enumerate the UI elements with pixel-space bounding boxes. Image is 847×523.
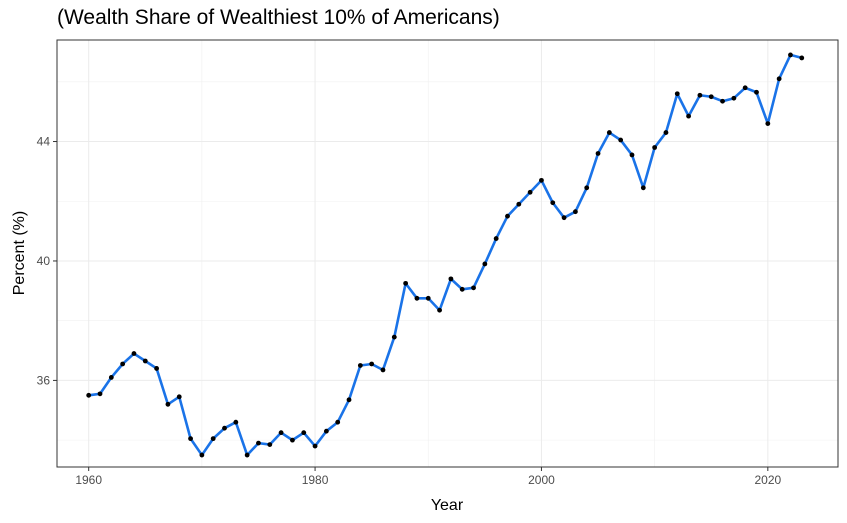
data-point xyxy=(697,92,703,98)
data-point xyxy=(595,151,601,156)
data-point xyxy=(233,419,239,425)
data-point xyxy=(618,137,624,143)
data-point xyxy=(493,236,499,241)
axis-ticks: 1960 1980 2000 2020 36 40 44 xyxy=(37,135,782,487)
data-point xyxy=(629,152,635,158)
y-tick-label: 40 xyxy=(37,254,51,268)
data-point xyxy=(278,430,284,436)
data-point xyxy=(561,215,567,221)
data-point xyxy=(584,185,590,191)
data-point xyxy=(505,213,510,219)
data-point xyxy=(731,95,737,101)
y-tick-label: 44 xyxy=(37,135,51,149)
data-point xyxy=(380,367,386,373)
plot-panel-border xyxy=(56,39,839,468)
y-axis-title: Percent (%) xyxy=(11,211,28,295)
data-point xyxy=(391,334,397,340)
data-point xyxy=(776,76,782,82)
data-point xyxy=(720,98,725,104)
data-point xyxy=(301,430,307,436)
data-point xyxy=(652,145,658,150)
data-point xyxy=(437,307,442,313)
data-point xyxy=(290,437,295,443)
data-point xyxy=(686,113,691,119)
data-point xyxy=(176,394,182,400)
data-point xyxy=(708,94,714,100)
data-series xyxy=(86,52,805,458)
data-point xyxy=(199,452,205,458)
data-point xyxy=(222,425,227,431)
data-point xyxy=(674,91,680,97)
data-point xyxy=(244,452,250,458)
data-point xyxy=(108,375,114,380)
y-tick-label: 36 xyxy=(37,373,51,387)
x-tick-label: 2000 xyxy=(528,473,555,487)
data-point xyxy=(142,358,148,364)
data-point xyxy=(640,185,646,191)
data-point xyxy=(448,276,454,282)
data-point xyxy=(131,351,137,356)
x-tick-label: 1960 xyxy=(75,473,102,487)
data-point xyxy=(527,189,533,195)
data-point xyxy=(369,361,375,367)
data-point xyxy=(425,295,431,301)
data-point xyxy=(188,436,193,442)
data-point xyxy=(482,261,488,267)
chart-title: (Wealth Share of Wealthiest 10% of Ameri… xyxy=(57,6,500,29)
data-point xyxy=(788,52,793,58)
series-line xyxy=(87,53,804,457)
data-point xyxy=(459,286,465,292)
data-point xyxy=(799,55,805,61)
x-tick-label: 2020 xyxy=(754,473,781,487)
data-point xyxy=(267,442,273,448)
data-point xyxy=(323,428,329,434)
data-point xyxy=(573,209,578,215)
data-point xyxy=(210,436,216,442)
data-point xyxy=(120,361,126,367)
minor-gridlines xyxy=(57,40,838,467)
data-point xyxy=(403,280,409,286)
data-point xyxy=(97,391,103,397)
data-point xyxy=(663,130,669,135)
data-point xyxy=(414,295,420,301)
data-point xyxy=(312,443,318,449)
data-point xyxy=(165,401,171,407)
data-point xyxy=(86,392,92,398)
x-axis-title: Year xyxy=(431,497,464,514)
data-point xyxy=(335,419,341,425)
data-point xyxy=(346,397,352,403)
data-point xyxy=(742,85,748,91)
data-point xyxy=(256,440,261,446)
data-point xyxy=(765,121,771,127)
x-tick-label: 1980 xyxy=(302,473,329,487)
data-point xyxy=(154,366,160,371)
data-point xyxy=(550,200,556,206)
data-point xyxy=(606,130,612,135)
data-point xyxy=(539,177,544,183)
major-gridlines xyxy=(57,40,838,467)
data-point xyxy=(754,89,759,95)
data-point xyxy=(471,285,476,291)
data-point xyxy=(357,363,363,368)
data-point xyxy=(516,201,522,207)
